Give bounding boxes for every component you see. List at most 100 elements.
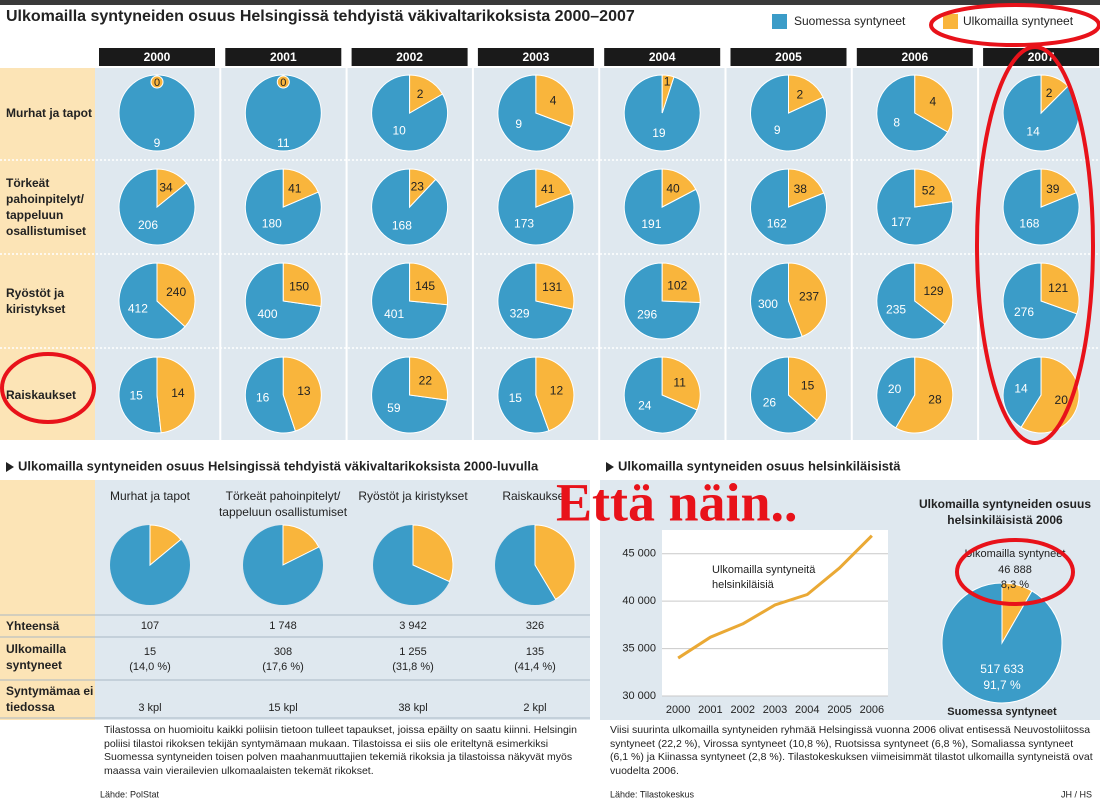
y-tick-label: 35 000 — [622, 642, 656, 654]
pie-slice-finland — [876, 168, 954, 246]
pie-title-box: Ulkomailla syntyneiden osuus helsinkiläi… — [919, 497, 1091, 527]
pie-value-label: 150 — [289, 279, 309, 293]
pie-value-label: 1 — [664, 74, 671, 88]
pie-value-label: 0 — [154, 77, 160, 89]
pie-slice-foreign — [412, 524, 454, 583]
year-label: 2003 — [523, 50, 550, 64]
pie-value-label: 40 — [666, 181, 680, 195]
pie-slice-foreign — [1040, 262, 1080, 315]
red-ellipse — [975, 45, 1095, 445]
pie-slice-foreign — [788, 356, 827, 421]
pie-value-label: 121 — [1048, 281, 1068, 295]
total: 1 748 — [269, 620, 297, 632]
row-label: Yhteensä — [6, 619, 60, 633]
pie-value-label: 15 — [801, 379, 815, 393]
pie-slice-finland — [876, 74, 949, 152]
pie-slice-foreign — [914, 168, 953, 208]
pie-value-label: 11 — [277, 136, 290, 150]
pie-value-label: 177 — [891, 215, 911, 229]
row-label: Raiskaukset — [6, 387, 77, 402]
title: Ulkomailla syntyneiden osuus Helsingissä… — [6, 8, 635, 25]
content: Suomessa syntyneet Ulkomailla syntyneet20… — [0, 14, 1100, 777]
note: Viisi suurinta ulkomailla syntyneiden ry… — [610, 724, 1093, 777]
pie-slice-finland — [1002, 168, 1080, 246]
pie-value-label: 13 — [297, 384, 311, 398]
pie-value-label: 19 — [652, 126, 666, 140]
pie-slice-foreign — [535, 74, 575, 128]
note-box: Tilastossa on huomioitu kaikki poliisin … — [104, 724, 577, 777]
column-label-box: Raiskaukset — [502, 489, 567, 503]
pie-value-label: 34 — [159, 180, 173, 194]
pie-value-label: 129 — [924, 284, 944, 298]
pie-slice-foreign — [788, 168, 825, 208]
row-label-box: Ryöstöt ja kiristykset — [6, 285, 66, 316]
pie-slice-foreign — [535, 262, 575, 310]
pie-value-label: 24 — [638, 399, 652, 413]
pie-slice-finland — [497, 356, 550, 434]
year-label: 2000 — [144, 50, 171, 64]
pie-slice-foreign — [282, 524, 320, 566]
row-label: Murhat ja tapot — [6, 105, 92, 120]
pie-slice-foreign — [156, 262, 196, 328]
column-label-box: Ryöstöt ja kiristykset — [358, 489, 467, 503]
pie-value-label: 296 — [637, 308, 657, 322]
pie-slice-finland — [371, 74, 449, 152]
x-tick-label: 2002 — [730, 704, 754, 716]
pie-value-label: 412 — [128, 302, 148, 316]
x-tick-label: 2003 — [763, 704, 787, 716]
total: 326 — [526, 620, 544, 632]
note: Tilastossa on huomioitu kaikki poliisin … — [104, 724, 577, 777]
foreign-count: 15 — [144, 646, 156, 658]
red-ellipse — [929, 3, 1100, 47]
y-tick-label: 30 000 — [622, 690, 656, 702]
pie-slice-foreign — [409, 356, 449, 401]
pie-label: Ulkomailla syntyneet — [965, 548, 1066, 560]
x-tick-label: 2005 — [827, 704, 851, 716]
foreign-share: (14,0 %) — [129, 661, 171, 673]
pie-value-label: 168 — [1019, 217, 1039, 231]
pie-value-label: 15 — [129, 388, 143, 402]
pie-value-label: 2 — [417, 87, 424, 101]
column-label: Törkeät pahoinpitelyt/ tappeluun osallis… — [218, 489, 348, 519]
pie-slice-foreign — [156, 168, 188, 209]
x-tick-label: 2001 — [698, 704, 722, 716]
x-tick-label: 2006 — [860, 704, 884, 716]
row-label: Ryöstöt ja kiristykset — [6, 285, 66, 316]
pie-value-label: 131 — [542, 280, 562, 294]
pie-slice-foreign — [914, 262, 954, 325]
legend-label: Ulkomailla syntyneet — [963, 14, 1074, 28]
pie-slice-foreign — [661, 74, 675, 114]
total: 107 — [141, 620, 159, 632]
pie-slice-foreign — [409, 168, 437, 209]
annotation: Että näin.. — [556, 472, 798, 532]
pie-slice-foreign — [535, 356, 575, 432]
pie-value-label: 9 — [154, 136, 161, 150]
pie-value-label: 12 — [550, 384, 564, 398]
row-label-box: Raiskaukset — [6, 387, 77, 402]
pie-value-label: 11 — [673, 376, 686, 390]
section-title: Ulkomailla syntyneiden osuus helsinkiläi… — [618, 458, 901, 473]
foreign-share: (17,6 %) — [262, 661, 304, 673]
pie-value-label: 180 — [262, 217, 282, 231]
pie-slice-foreign — [788, 262, 827, 338]
pie-slice-finland — [118, 356, 162, 434]
pie-slice-foreign — [914, 74, 954, 133]
legend-swatch — [943, 14, 958, 29]
unknown-count: 3 kpl — [138, 702, 161, 714]
pie-value-label: 401 — [384, 307, 404, 321]
unknown-count: 38 kpl — [398, 702, 427, 714]
legend-label: Suomessa syntyneet — [794, 14, 906, 28]
pie-slice-foreign — [276, 75, 290, 89]
pie-value-label: 10 — [392, 123, 406, 137]
year-label: 2001 — [270, 50, 297, 64]
year-header — [99, 48, 215, 66]
pie-value-label: 2 — [1046, 86, 1053, 100]
row-label-box: Syntymämaa ei tiedossa — [6, 684, 93, 714]
pie-value-label: 240 — [166, 285, 186, 299]
year-label: 2006 — [901, 50, 928, 64]
pie-value-label: 39 — [1046, 182, 1060, 196]
pie-value-label: 8 — [893, 116, 900, 130]
foreign-count: 135 — [526, 646, 544, 658]
pie-value-label: 91,7 % — [983, 678, 1021, 692]
